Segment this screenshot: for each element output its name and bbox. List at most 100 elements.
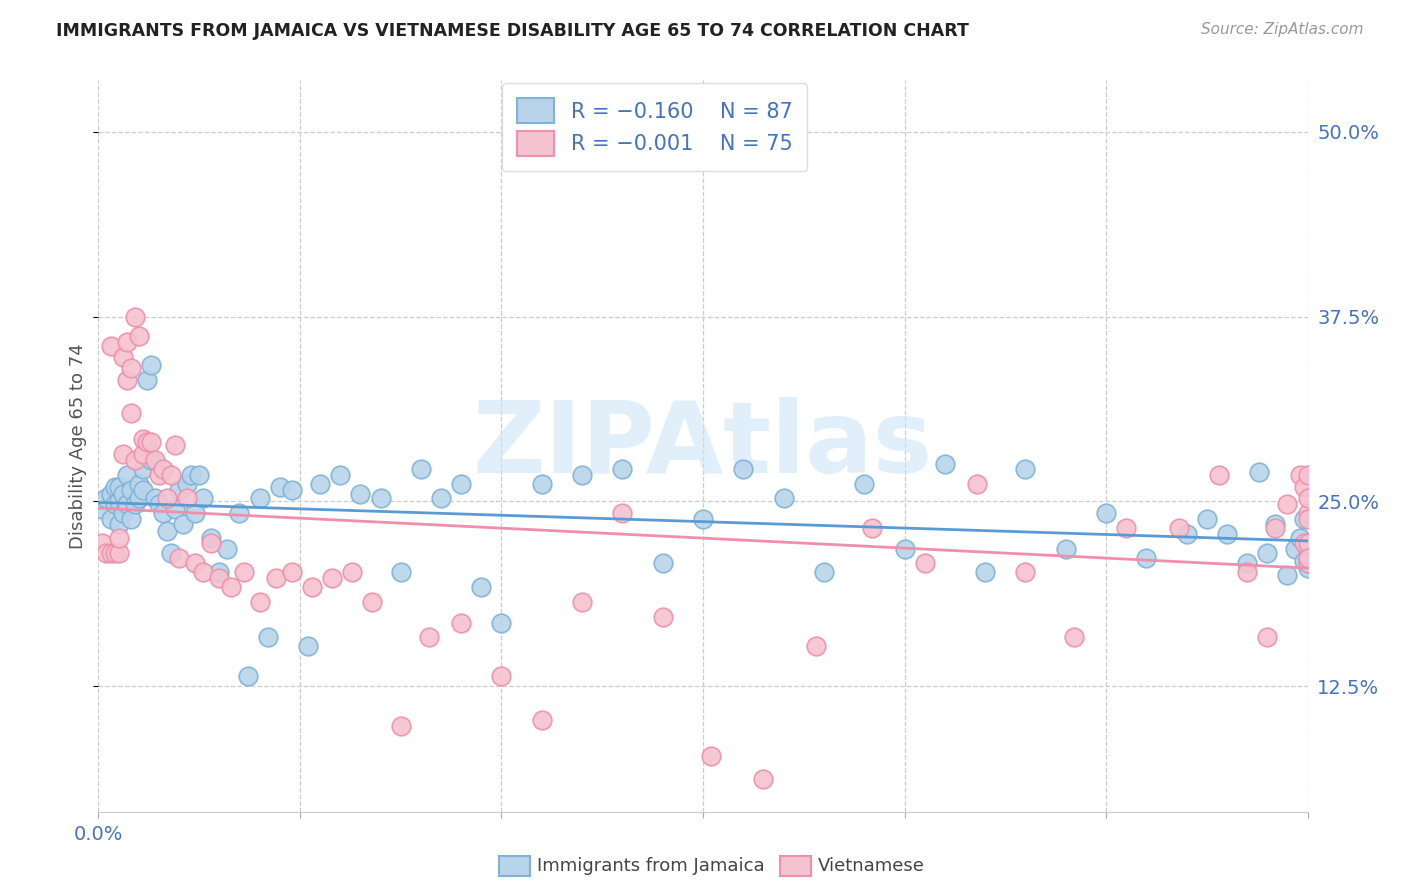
Point [128,476,150,491]
Text: IMMIGRANTS FROM JAMAICA VS VIETNAMESE DISABILITY AGE 65 TO 74 CORRELATION CHART: IMMIGRANTS FROM JAMAICA VS VIETNAMESE DI… [56,22,969,40]
Point [107,546,129,560]
Point [1292,512,1315,526]
Point [297,639,319,653]
Point [100,512,122,526]
Point [132,483,155,497]
Y-axis label: Disability Age 65 to 74: Disability Age 65 to 74 [69,343,87,549]
Point [651,609,673,624]
Point [188,467,211,482]
Point [139,453,162,467]
Point [91,501,114,516]
Point [193,491,215,506]
Point [249,491,271,506]
Point [1256,546,1278,560]
Point [135,373,157,387]
Point [1175,527,1198,541]
Point [430,491,453,506]
Point [249,595,271,609]
Point [120,512,142,526]
Point [1296,561,1319,575]
Point [1249,465,1271,479]
Point [329,467,352,482]
Point [120,406,142,420]
Point [103,497,125,511]
Point [450,615,472,630]
Point [530,476,553,491]
Point [1296,541,1319,556]
Point [370,491,392,506]
Point [264,571,287,585]
Point [180,467,202,482]
Point [1296,512,1319,526]
Point [966,476,988,491]
Point [221,580,243,594]
Point [120,483,142,497]
Point [1296,491,1319,506]
Point [148,497,170,511]
Point [236,669,259,683]
Point [100,339,122,353]
Point [1288,532,1310,546]
Point [813,566,835,580]
Point [860,521,883,535]
Point [389,719,412,733]
Point [172,516,194,531]
Point [103,480,125,494]
Point [217,541,239,556]
Point [1292,480,1315,494]
Point [1095,506,1118,520]
Point [132,447,155,461]
Point [124,497,146,511]
Point [143,491,166,506]
Point [269,480,291,494]
Point [200,532,222,546]
Point [103,546,125,560]
Point [1195,512,1218,526]
Point [1296,506,1319,520]
Point [752,772,775,787]
Point [184,557,207,571]
Point [700,748,723,763]
Point [1208,467,1230,482]
Point [115,497,138,511]
Point [1236,557,1258,571]
Point [152,506,174,520]
Point [1296,550,1319,565]
Point [1135,550,1157,565]
Point [111,487,134,501]
Point [96,546,118,560]
Point [342,566,364,580]
Point [1284,541,1306,556]
Point [184,506,207,520]
Point [128,329,150,343]
Point [193,566,215,580]
Point [107,516,129,531]
Point [571,595,593,609]
Point [1296,467,1319,482]
Point [124,310,146,324]
Text: Source: ZipAtlas.com: Source: ZipAtlas.com [1201,22,1364,37]
Point [914,557,936,571]
Point [692,512,714,526]
Point [772,491,794,506]
Point [1115,521,1137,535]
Point [100,487,122,501]
Point [167,550,190,565]
Point [115,467,138,482]
Legend: R = −0.160    N = 87, R = −0.001    N = 75: R = −0.160 N = 87, R = −0.001 N = 75 [502,83,807,170]
Point [1264,516,1286,531]
Point [200,536,222,550]
Point [530,713,553,727]
Point [208,571,231,585]
Point [148,467,170,482]
Point [349,487,371,501]
Point [163,438,186,452]
Text: Immigrants from Jamaica: Immigrants from Jamaica [537,857,765,875]
Point [571,467,593,482]
Point [1296,557,1319,571]
Point [176,491,198,506]
Point [111,447,134,461]
Point [1292,553,1315,567]
Point [361,595,384,609]
Point [111,350,134,364]
